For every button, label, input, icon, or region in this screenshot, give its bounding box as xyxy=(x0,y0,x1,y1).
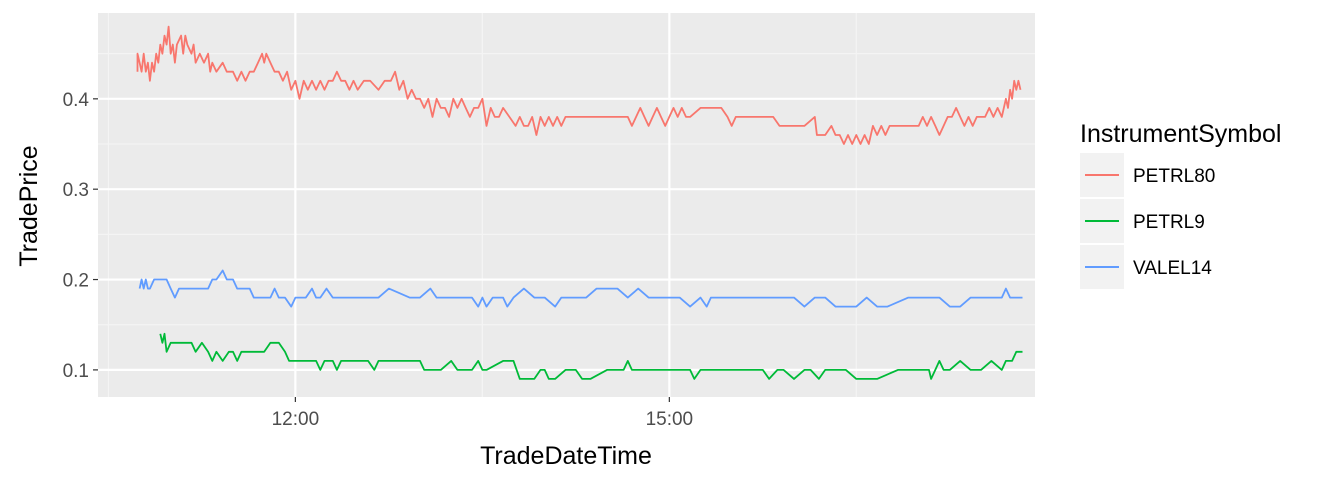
legend-title: InstrumentSymbol xyxy=(1080,120,1281,148)
legend-label-valel14: VALEL14 xyxy=(1133,258,1212,279)
plot-panel xyxy=(98,13,1035,397)
legend-label-petrl9: PETRL9 xyxy=(1133,212,1205,233)
legend-label-petrl80: PETRL80 xyxy=(1133,166,1215,187)
minor-grid xyxy=(98,13,1035,397)
series-line-valel14 xyxy=(138,269,1023,308)
y-tick-label: 0.1 xyxy=(63,361,89,382)
y-tick-label: 0.2 xyxy=(63,271,89,292)
legend: InstrumentSymbol PETRL80 PETRL9 VALEL14 xyxy=(1080,120,1281,289)
y-tick-label: 0.3 xyxy=(63,180,89,201)
series-lines xyxy=(136,25,1023,380)
series-line-petrl9 xyxy=(159,332,1023,380)
x-tick-label: 12:00 xyxy=(272,409,320,430)
y-tick-label: 0.4 xyxy=(63,90,90,111)
x-axis-title: TradeDateTime xyxy=(480,442,652,470)
x-axis: 12:00 15:00 xyxy=(272,397,694,430)
y-axis-title: TradePrice xyxy=(15,145,43,266)
x-tick-label: 15:00 xyxy=(646,409,694,430)
y-axis: 0.1 0.2 0.3 0.4 xyxy=(63,90,98,382)
major-grid xyxy=(98,13,1035,397)
series-line-petrl80 xyxy=(136,25,1022,145)
